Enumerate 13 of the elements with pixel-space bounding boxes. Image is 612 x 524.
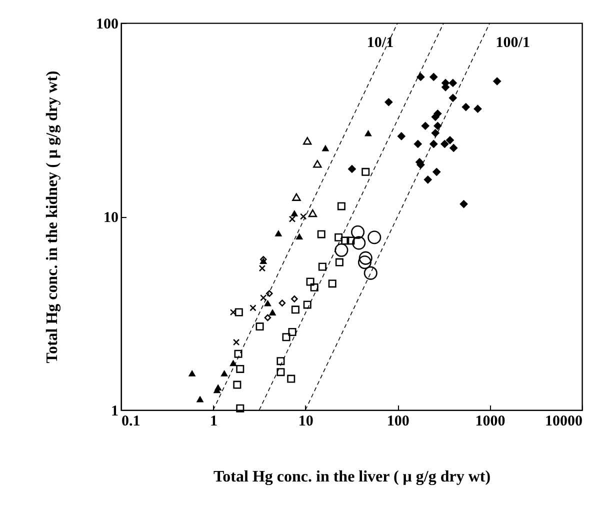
x-tick-label: 100 (386, 414, 410, 430)
x-tick-label: 10 (298, 414, 314, 430)
y-axis-title: Total Hg conc. in the kidney ( μ g/g dry wt) (44, 70, 61, 364)
series-label: 10/1 (366, 35, 394, 51)
x-tick-label: 0.1 (122, 414, 140, 430)
x-tick-label: 1 (210, 414, 218, 430)
x-axis-title: Total Hg conc. in the liver ( μ g/g dry wt) (213, 468, 491, 486)
y-tick-label: 1 (111, 404, 118, 420)
y-tick-label: 100 (96, 16, 118, 32)
series-label: 100/1 (496, 35, 530, 51)
x-tick-label: 1000 (475, 414, 506, 430)
x-tick-label: 10000 (545, 414, 582, 430)
y-tick-label: 10 (104, 210, 118, 226)
